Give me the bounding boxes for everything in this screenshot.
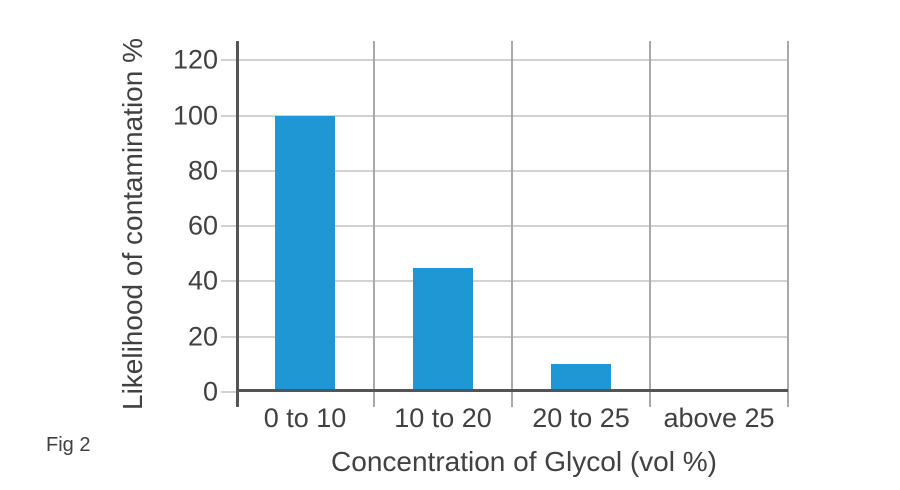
h-gridline xyxy=(221,335,788,338)
y-tick-label: 40 xyxy=(187,265,218,296)
plot-area: Concentration of Glycol (vol %) 0 20 40 60 8… xyxy=(173,41,789,477)
v-gridline xyxy=(511,41,513,407)
y-tick-label: 20 xyxy=(187,321,218,352)
v-gridline xyxy=(787,41,789,407)
x-axis-line xyxy=(236,389,788,392)
y-axis-title: Likelihood of contamination % xyxy=(117,37,148,411)
y-axis-line xyxy=(236,41,239,407)
h-gridline xyxy=(221,59,788,62)
y-tick-label: 120 xyxy=(172,44,218,75)
y-tick-mark xyxy=(221,391,236,393)
bar-0-to-10 xyxy=(275,115,335,392)
h-gridline xyxy=(221,114,788,117)
v-gridline xyxy=(649,41,651,407)
x-category-label: 10 to 20 xyxy=(394,403,492,433)
x-category-label: above 25 xyxy=(663,403,775,433)
v-gridline xyxy=(373,41,375,407)
bar-20-to-25 xyxy=(551,364,611,392)
x-axis-title: Concentration of Glycol (vol %) xyxy=(331,446,717,477)
h-gridline xyxy=(221,225,788,228)
y-tick-label: 100 xyxy=(172,100,218,131)
x-category-label: 20 to 25 xyxy=(532,403,630,433)
y-tick-label: 0 xyxy=(202,376,218,407)
y-tick-label: 60 xyxy=(187,210,218,241)
h-gridline xyxy=(221,280,788,283)
h-gridline xyxy=(221,169,788,172)
bar-10-to-20 xyxy=(413,267,473,392)
x-category-label: 0 to 10 xyxy=(263,403,347,433)
figure-caption: Fig 2 xyxy=(46,434,91,456)
y-tick-label: 80 xyxy=(187,155,218,186)
